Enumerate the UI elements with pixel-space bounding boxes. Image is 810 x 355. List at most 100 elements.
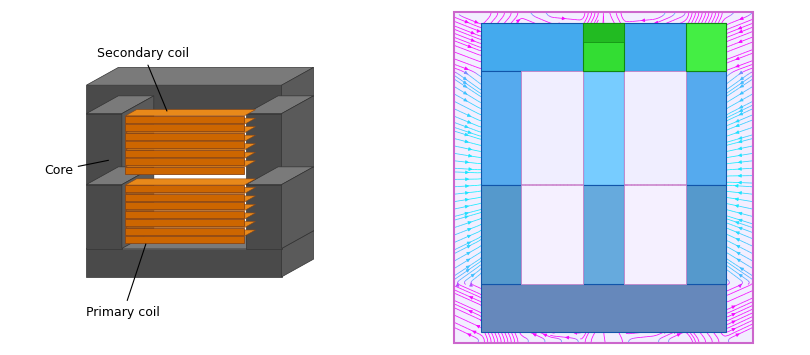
FancyArrowPatch shape [468, 334, 471, 337]
FancyArrowPatch shape [467, 228, 471, 231]
FancyArrowPatch shape [505, 97, 509, 99]
Polygon shape [126, 144, 255, 150]
FancyArrowPatch shape [502, 208, 505, 211]
FancyArrowPatch shape [625, 94, 629, 98]
FancyArrowPatch shape [739, 192, 741, 194]
FancyArrowPatch shape [652, 327, 655, 329]
FancyArrowPatch shape [739, 212, 742, 215]
Polygon shape [454, 12, 752, 343]
FancyArrowPatch shape [466, 161, 468, 163]
FancyArrowPatch shape [667, 92, 670, 95]
FancyArrowPatch shape [538, 230, 540, 233]
Polygon shape [126, 187, 255, 193]
Polygon shape [126, 124, 245, 131]
FancyArrowPatch shape [634, 233, 637, 236]
FancyArrowPatch shape [739, 219, 742, 222]
FancyArrowPatch shape [584, 230, 586, 233]
FancyArrowPatch shape [625, 120, 628, 124]
FancyArrowPatch shape [548, 58, 551, 60]
FancyArrowPatch shape [630, 110, 633, 113]
Bar [686, 23, 726, 71]
Polygon shape [87, 96, 154, 114]
FancyArrowPatch shape [466, 171, 468, 174]
FancyArrowPatch shape [625, 213, 628, 216]
FancyArrowPatch shape [527, 122, 530, 125]
FancyArrowPatch shape [635, 299, 637, 302]
FancyArrowPatch shape [655, 21, 658, 24]
FancyArrowPatch shape [505, 261, 508, 263]
FancyArrowPatch shape [731, 306, 735, 308]
FancyArrowPatch shape [687, 123, 689, 126]
FancyArrowPatch shape [739, 137, 742, 139]
FancyArrowPatch shape [739, 181, 741, 184]
Bar [481, 71, 521, 186]
FancyArrowPatch shape [677, 256, 680, 259]
FancyArrowPatch shape [627, 259, 630, 262]
FancyArrowPatch shape [735, 204, 739, 207]
FancyArrowPatch shape [740, 84, 744, 87]
FancyArrowPatch shape [589, 313, 591, 316]
FancyArrowPatch shape [736, 57, 740, 60]
FancyArrowPatch shape [711, 27, 714, 29]
FancyArrowPatch shape [737, 252, 740, 255]
FancyArrowPatch shape [500, 322, 502, 325]
FancyArrowPatch shape [466, 269, 469, 272]
Polygon shape [126, 158, 245, 165]
FancyArrowPatch shape [625, 87, 629, 91]
Bar [624, 185, 686, 284]
FancyArrowPatch shape [606, 125, 608, 128]
FancyArrowPatch shape [544, 321, 548, 324]
Polygon shape [126, 179, 255, 185]
FancyArrowPatch shape [650, 237, 654, 240]
FancyArrowPatch shape [591, 320, 594, 323]
FancyArrowPatch shape [739, 174, 741, 177]
FancyArrowPatch shape [522, 260, 525, 262]
FancyArrowPatch shape [548, 304, 551, 306]
FancyArrowPatch shape [663, 331, 667, 333]
FancyArrowPatch shape [613, 324, 616, 327]
FancyArrowPatch shape [561, 225, 563, 228]
FancyArrowPatch shape [465, 20, 468, 23]
Polygon shape [126, 135, 255, 141]
FancyArrowPatch shape [593, 245, 595, 247]
FancyArrowPatch shape [470, 283, 472, 286]
FancyArrowPatch shape [524, 237, 526, 240]
FancyArrowPatch shape [597, 223, 599, 225]
FancyArrowPatch shape [740, 113, 743, 115]
FancyArrowPatch shape [497, 322, 499, 325]
FancyArrowPatch shape [464, 98, 467, 101]
FancyArrowPatch shape [690, 95, 693, 98]
FancyArrowPatch shape [656, 316, 659, 319]
FancyArrowPatch shape [685, 213, 688, 216]
FancyArrowPatch shape [739, 161, 741, 163]
Polygon shape [126, 193, 245, 201]
FancyArrowPatch shape [544, 299, 548, 301]
FancyArrowPatch shape [625, 142, 628, 146]
FancyArrowPatch shape [486, 234, 488, 237]
FancyArrowPatch shape [475, 21, 478, 23]
FancyArrowPatch shape [556, 225, 560, 228]
FancyArrowPatch shape [565, 126, 568, 129]
FancyArrowPatch shape [625, 235, 628, 239]
FancyArrowPatch shape [533, 334, 536, 336]
FancyArrowPatch shape [464, 71, 467, 74]
FancyArrowPatch shape [647, 233, 650, 236]
FancyArrowPatch shape [662, 28, 665, 31]
FancyArrowPatch shape [650, 27, 653, 29]
FancyArrowPatch shape [551, 290, 554, 293]
FancyArrowPatch shape [549, 241, 552, 244]
FancyArrowPatch shape [625, 91, 629, 94]
FancyArrowPatch shape [625, 183, 628, 187]
FancyArrowPatch shape [466, 192, 468, 194]
FancyArrowPatch shape [518, 232, 522, 235]
FancyArrowPatch shape [718, 252, 721, 255]
FancyArrowPatch shape [718, 107, 721, 110]
FancyArrowPatch shape [673, 331, 676, 333]
FancyArrowPatch shape [736, 239, 740, 241]
Bar [583, 23, 624, 71]
FancyArrowPatch shape [576, 126, 578, 129]
Polygon shape [126, 133, 245, 140]
FancyArrowPatch shape [468, 154, 471, 157]
Text: Core: Core [44, 160, 109, 177]
FancyArrowPatch shape [566, 336, 569, 339]
